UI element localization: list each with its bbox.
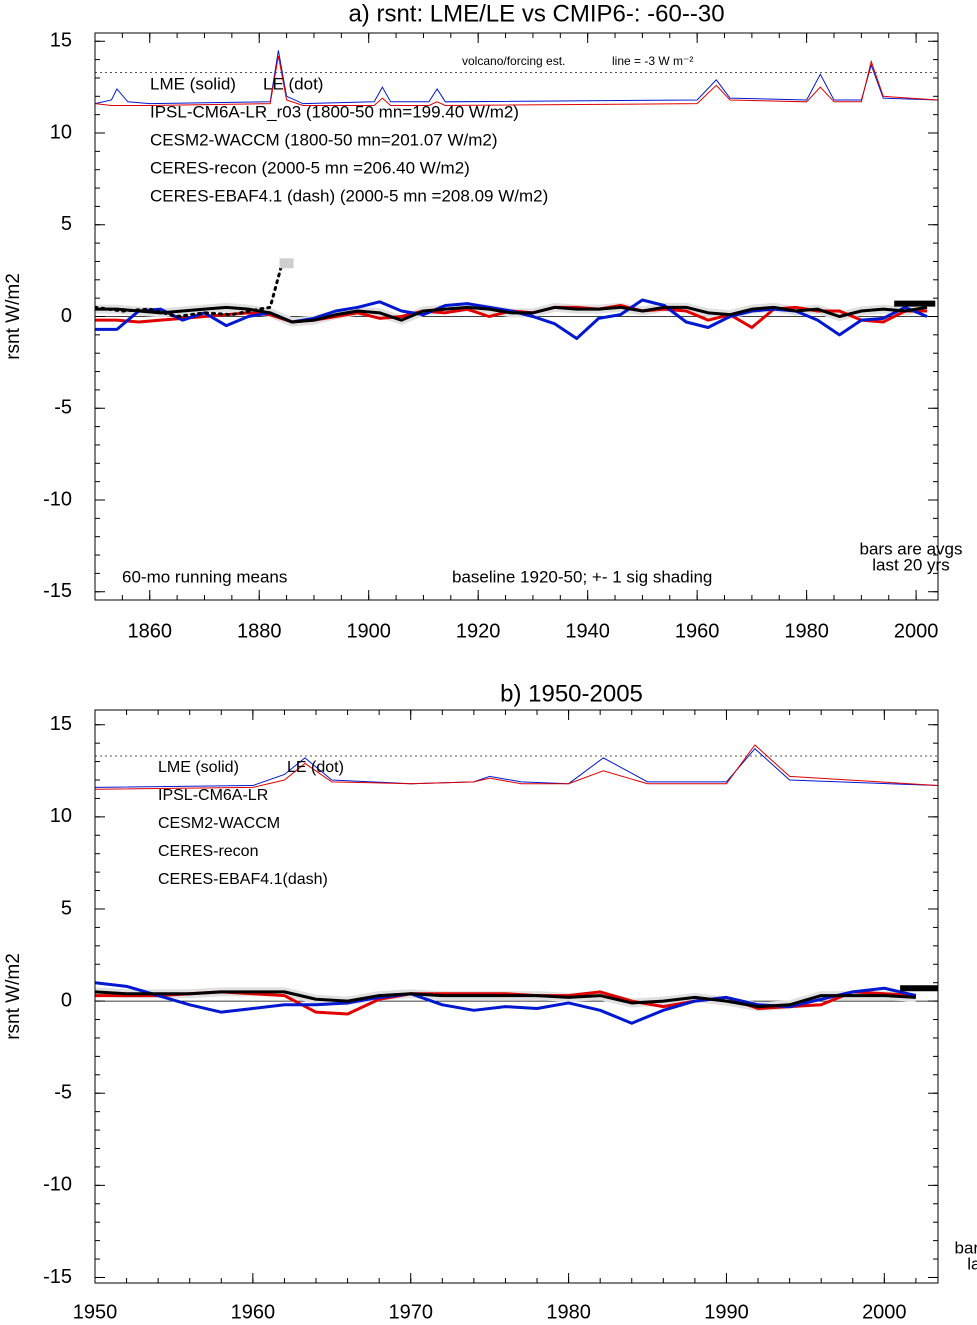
x-tick-label: 2000 — [894, 620, 939, 642]
x-tick-label: 1940 — [565, 620, 610, 642]
legend-entry: IPSL-CM6A-LR_r03 (1800-50 mn=199.40 W/m2… — [150, 102, 519, 121]
bar-note: last 20 yrs — [872, 555, 949, 574]
y-tick-label: -15 — [43, 1266, 72, 1288]
y-tick-label: -5 — [54, 1082, 72, 1104]
series-line — [95, 990, 916, 1009]
legend-entry: CERES-EBAF4.1(dash) — [158, 871, 328, 888]
y-tick-label: 0 — [61, 305, 72, 327]
legend-entry: LE (dot) — [263, 74, 323, 93]
x-tick-label: 1960 — [675, 620, 720, 642]
x-tick-label: 1900 — [346, 620, 391, 642]
le-line — [95, 261, 289, 319]
forcing-line — [95, 744, 938, 790]
bar-note: last 20 yrs — [967, 1254, 977, 1273]
forcing-line — [95, 50, 938, 105]
x-tick-label: 1860 — [127, 620, 172, 642]
x-tick-label: 1920 — [456, 620, 501, 642]
y-tick-label: 5 — [61, 897, 72, 919]
y-tick-label: 10 — [50, 121, 72, 143]
x-tick-label: 2000 — [862, 1301, 907, 1323]
legend-entry: IPSL-CM6A-LR — [158, 787, 268, 804]
chart-title: b) 1950-2005 — [500, 680, 643, 707]
x-tick-label: 1950 — [73, 1301, 118, 1323]
y-tick-label: -10 — [43, 1174, 72, 1196]
x-tick-label: 1980 — [546, 1301, 591, 1323]
x-tick-label: 1880 — [237, 620, 282, 642]
legend-entry: CESM2-WACCM (1800-50 mn=201.07 W/m2) — [150, 130, 498, 149]
y-axis-label: rsnt W/m2 — [3, 273, 24, 360]
forcing-label: volcano/forcing est. — [462, 54, 565, 68]
x-tick-label: 1990 — [704, 1301, 749, 1323]
bar-note: bars are avgs — [860, 539, 963, 558]
x-tick-label: 1960 — [231, 1301, 276, 1323]
y-tick-label: 10 — [50, 805, 72, 827]
y-tick-label: -5 — [54, 397, 72, 419]
legend-entry: LME (solid) — [158, 759, 239, 776]
le-end-box — [279, 258, 294, 269]
bar-note: bars are avgs — [955, 1238, 977, 1257]
y-axis-label: rsnt W/m2 — [3, 953, 24, 1040]
chart-title: a) rsnt: LME/LE vs CMIP6-: -60--30 — [348, 0, 724, 27]
y-tick-label: 15 — [50, 713, 72, 735]
forcing-line — [95, 747, 938, 788]
legend-entry: CERES-EBAF4.1 (dash) (2000-5 mn =208.09 … — [150, 186, 548, 205]
series-line — [95, 305, 928, 324]
plot-area — [95, 50, 938, 341]
note: 60-mo running means — [122, 567, 287, 586]
legend-entry: CESM2-WACCM — [158, 815, 280, 832]
y-tick-label: -15 — [43, 580, 72, 602]
forcing-line — [95, 55, 938, 106]
panel: b) 1950-2005 rsnt W/m2 1950 1960 1970 1980 199… — [3, 680, 977, 1323]
note: baseline 1920-50; +- 1 sig shading — [452, 567, 712, 586]
y-tick-label: -10 — [43, 488, 72, 510]
legend-entry: CERES-recon (2000-5 mn =206.40 W/m2) — [150, 158, 470, 177]
plot-frame — [94, 709, 939, 1284]
y-tick-label: 15 — [50, 30, 72, 52]
legend-entry: LME (solid) — [150, 74, 236, 93]
plot-area — [95, 744, 938, 1025]
legend-entry: CERES-recon — [158, 843, 258, 860]
plot-frame — [94, 32, 939, 601]
reference-label: line = -3 W m⁻² — [612, 54, 693, 68]
y-tick-label: 0 — [61, 989, 72, 1011]
x-tick-label: 1970 — [388, 1301, 433, 1323]
y-tick-label: 5 — [61, 213, 72, 235]
legend-entry: LE (dot) — [287, 759, 344, 776]
x-tick-label: 1980 — [784, 620, 829, 642]
panel: a) rsnt: LME/LE vs CMIP6-: -60--30 rsnt W… — [3, 0, 962, 642]
